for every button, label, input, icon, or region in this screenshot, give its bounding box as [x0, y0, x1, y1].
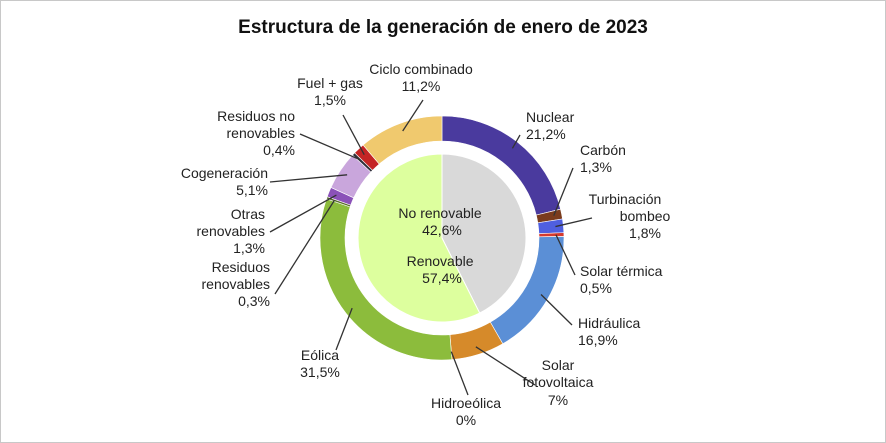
label-value: 21,2%: [526, 126, 566, 142]
leader-lines: [269, 99, 593, 396]
label-solar-fotovoltaica: Solar fotovoltaica 7%: [523, 357, 594, 408]
label-residuos-no-renovables: Residuos no renovables 0,4%: [217, 108, 295, 158]
label-name-line: fotovoltaica: [523, 374, 594, 390]
label-name-line: renovables: [227, 125, 296, 141]
label-value: 0%: [456, 412, 476, 428]
label-otras-renovables: Otras renovables 1,3%: [197, 206, 266, 256]
label-value: 1,8%: [629, 225, 661, 241]
label-name-line: Eólica: [301, 347, 339, 363]
label-name-line: renovables: [202, 276, 271, 292]
label-name-line: Solar térmica: [580, 263, 663, 279]
center-label-name: Renovable: [407, 253, 474, 269]
inner-slice-renovable: [357, 153, 481, 323]
leader-eolica: [335, 307, 353, 351]
leader-residuos-no-renovables: [299, 133, 360, 161]
slice-ciclo-combinado: [362, 115, 443, 165]
label-value: 5,1%: [236, 182, 268, 198]
label-name-line: Hidroeólica: [431, 395, 501, 411]
label-name-line: Hidráulica: [578, 315, 640, 331]
label-name-line: Nuclear: [526, 109, 575, 125]
label-name-line: Fuel + gas: [297, 75, 363, 91]
leader-hidroeolica: [450, 351, 469, 396]
leader-residuos-renovables: [274, 200, 335, 295]
label-residuos-renovables: Residuos renovables 0,3%: [202, 259, 271, 309]
leader-hidraulica: [540, 294, 573, 326]
label-value: 0,3%: [238, 293, 270, 309]
label-fuel-gas: Fuel + gas 1,5%: [297, 75, 363, 108]
label-ciclo-combinado: Ciclo combinado 11,2%: [369, 61, 473, 94]
label-hidroeolica: Hidroeólica 0%: [431, 395, 501, 428]
label-turbinacion-bombeo: Turbinación bombeo 1,8%: [589, 191, 671, 241]
label-value: 1,3%: [233, 240, 265, 256]
inner-slice-no-renovable: [441, 153, 527, 314]
label-name-line: Ciclo combinado: [369, 61, 473, 77]
label-value: 7%: [548, 392, 568, 408]
outer-ring: [319, 115, 565, 361]
inner-ring: [357, 153, 527, 323]
label-eolica: Eólica 31,5%: [300, 347, 340, 380]
label-value: 0,4%: [263, 142, 295, 158]
label-value: 31,5%: [300, 364, 340, 380]
label-value: 1,5%: [314, 92, 346, 108]
label-hidraulica: Hidráulica 16,9%: [578, 315, 640, 348]
leader-solar-termica: [555, 234, 576, 276]
label-name-line: Solar: [542, 357, 575, 373]
label-value: 0,5%: [580, 280, 612, 296]
leader-ciclo-combinado: [402, 99, 424, 132]
label-name-line: Otras: [231, 206, 265, 222]
label-carbon: Carbón 1,3%: [580, 142, 626, 175]
center-label-name: No renovable: [398, 205, 481, 221]
label-value: 16,9%: [578, 332, 618, 348]
label-name-line: bombeo: [620, 208, 671, 224]
label-name-line: Cogeneración: [181, 165, 268, 181]
label-value: 1,3%: [580, 159, 612, 175]
label-name-line: Residuos: [212, 259, 270, 275]
label-solar-termica: Solar térmica 0,5%: [580, 263, 663, 296]
label-cogeneracion: Cogeneración 5,1%: [181, 165, 268, 198]
label-name-line: renovables: [197, 223, 266, 239]
leader-nuclear: [511, 134, 521, 149]
label-value: 11,2%: [402, 78, 441, 94]
chart-title: Estructura de la generación de enero de …: [238, 17, 648, 38]
slice-labels: Nuclear 21,2%Carbón 1,3%Turbinación bombeo 1…: [181, 61, 671, 428]
center-label-value: 42,6%: [422, 222, 462, 238]
label-name-line: Residuos no: [217, 108, 295, 124]
leader-cogeneracion: [269, 174, 348, 183]
leader-otras-renovables: [269, 194, 337, 233]
center-label-renovable: Renovable 57,4%: [407, 253, 478, 286]
leader-solar-fotovoltaica: [475, 346, 536, 386]
label-name-line: Turbinación: [589, 191, 662, 207]
leader-fuel-gas: [342, 114, 365, 155]
label-nuclear: Nuclear 21,2%: [526, 109, 575, 142]
label-name-line: Carbón: [580, 142, 626, 158]
center-labels: No renovable 42,6% Renovable 57,4%: [398, 205, 485, 286]
leader-turbinacion-bombeo: [555, 217, 593, 228]
leader-carbon: [553, 167, 574, 216]
center-label-value: 57,4%: [422, 270, 462, 286]
center-label-no-renovable: No renovable 42,6%: [398, 205, 485, 238]
